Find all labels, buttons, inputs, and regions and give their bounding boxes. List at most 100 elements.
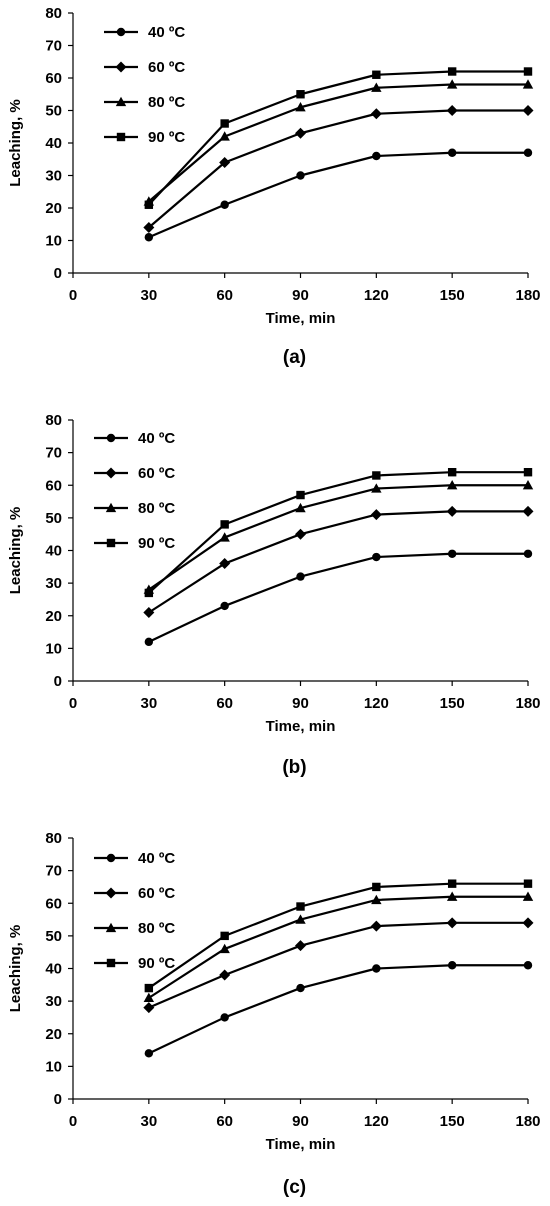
data-point (372, 882, 381, 892)
x-tick-label: 60 (216, 287, 233, 304)
data-point (372, 552, 381, 562)
x-tick-label: 150 (440, 287, 465, 304)
legend-label: 90 ºC (138, 955, 175, 972)
y-tick-label: 0 (54, 265, 62, 282)
data-point (523, 148, 533, 157)
y-tick-label: 70 (45, 863, 62, 880)
y-tick-label: 10 (45, 640, 62, 657)
data-point (522, 917, 534, 929)
x-tick-label: 120 (364, 695, 389, 712)
data-point (295, 940, 306, 952)
data-point (371, 894, 382, 905)
series-1 (143, 505, 534, 618)
y-tick-label: 50 (45, 510, 62, 527)
x-tick-label: 90 (292, 695, 309, 712)
data-point (446, 105, 458, 116)
y-tick-label: 40 (45, 135, 62, 152)
data-point (370, 920, 382, 932)
legend-label: 60 ºC (138, 465, 175, 482)
legend-marker (115, 96, 127, 107)
data-point (219, 943, 230, 954)
series-line (148, 882, 528, 989)
legend-marker (116, 132, 126, 142)
legend-marker (106, 853, 116, 863)
data-point (523, 549, 533, 558)
x-tick-label: 60 (216, 695, 233, 712)
data-point (372, 70, 381, 79)
x-tick-label: 0 (69, 287, 77, 304)
data-point (219, 558, 231, 570)
series-3 (144, 468, 533, 598)
legend-marker (106, 433, 116, 443)
y-tick-label: 30 (45, 993, 62, 1010)
x-tick-label: 120 (364, 287, 389, 304)
y-tick-label: 60 (45, 895, 62, 912)
y-axis-title: Leaching, % (7, 99, 24, 187)
data-point (446, 917, 458, 929)
y-tick-label: 10 (45, 1058, 62, 1075)
series-3 (144, 879, 533, 993)
legend: 40 ºC 60 ºC 80 ºC 90 ºC (104, 24, 185, 146)
series-line (148, 964, 528, 1055)
legend-marker (105, 502, 117, 513)
data-point (296, 90, 305, 99)
legend-label: 80 ºC (138, 500, 175, 517)
series-0 (144, 961, 533, 1058)
x-tick-label: 0 (69, 1113, 77, 1130)
data-point (143, 1002, 155, 1014)
legend-marker (106, 538, 116, 548)
data-point (447, 67, 457, 76)
data-point (371, 82, 382, 92)
x-axis-title: Time, min (266, 1136, 336, 1153)
series-1 (143, 105, 534, 233)
data-point (295, 914, 306, 924)
data-point (220, 200, 229, 209)
data-point (296, 572, 305, 581)
series-line (148, 83, 528, 203)
x-tick-label: 30 (140, 1113, 157, 1130)
data-point (523, 879, 533, 888)
data-point (372, 471, 381, 480)
legend-marker (115, 61, 127, 73)
legend-label: 90 ºC (148, 129, 185, 146)
data-point (522, 891, 534, 901)
y-axis-title: Leaching, % (7, 507, 24, 595)
data-point (372, 964, 381, 973)
series-line (148, 484, 528, 591)
legend-marker (105, 467, 117, 479)
data-point (447, 148, 457, 157)
series-line (148, 552, 528, 643)
data-point (372, 151, 381, 161)
data-point (446, 79, 458, 89)
data-point (522, 480, 534, 490)
data-point (523, 961, 533, 970)
legend-label: 80 ºC (138, 920, 175, 937)
data-point (446, 480, 458, 490)
data-point (219, 157, 231, 168)
legend-marker (105, 922, 117, 933)
legend-label: 40 ºC (138, 430, 175, 447)
data-point (220, 1013, 229, 1022)
x-tick-label: 90 (292, 1113, 309, 1130)
y-tick-label: 80 (45, 412, 62, 429)
data-point (447, 468, 457, 477)
y-tick-label: 40 (45, 543, 62, 560)
series-2 (143, 79, 534, 206)
data-point (144, 983, 154, 993)
panel-label: (a) (283, 347, 306, 368)
data-point (295, 502, 306, 513)
y-tick-label: 20 (45, 200, 62, 217)
data-point (447, 961, 457, 970)
series-2 (143, 891, 534, 1003)
series-0 (144, 148, 533, 242)
chart-panel-b: 0 10 20 30 40 50 60 70 80 0 30 60 90 120 150 180 Time, m… (7, 412, 541, 778)
data-point (447, 549, 457, 558)
data-point (522, 505, 534, 517)
y-tick-label: 10 (45, 233, 62, 250)
y-tick-label: 0 (54, 1091, 62, 1108)
y-tick-label: 20 (45, 608, 62, 625)
data-point (371, 483, 382, 493)
x-tick-label: 60 (216, 1113, 233, 1130)
data-point (296, 171, 305, 180)
